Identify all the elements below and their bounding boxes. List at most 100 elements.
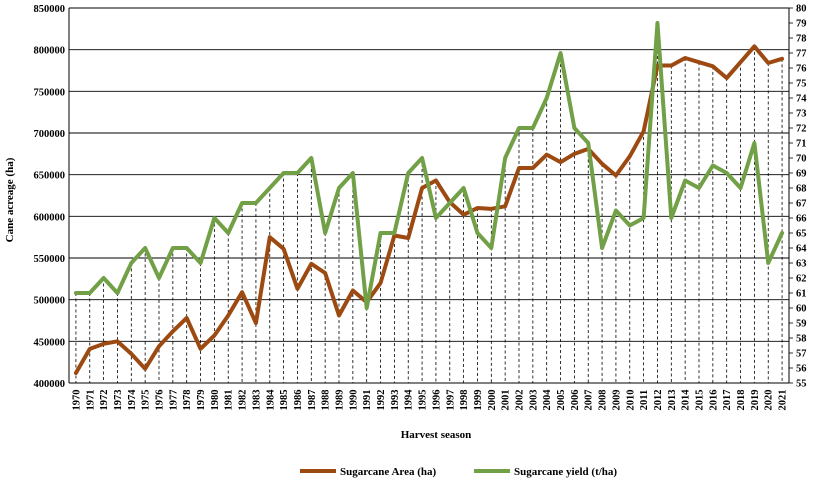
x-tick-label: 2002 — [515, 390, 526, 411]
x-tick-label: 1999 — [473, 390, 484, 411]
y2-tick-label: 68 — [796, 184, 807, 195]
x-tick-label: 2019 — [750, 390, 761, 411]
legend: Sugarcane Area (ha) Sugarcane yield (t/h… — [300, 466, 617, 478]
y2-tick-label: 56 — [796, 364, 807, 375]
y2-tick-label: 63 — [796, 259, 807, 270]
x-tick-label: 1986 — [293, 390, 304, 411]
y2-tick-label: 62 — [796, 274, 807, 285]
x-tick-label: 1972 — [99, 390, 110, 411]
y-tick-label: 400000 — [34, 379, 66, 390]
drop-lines — [75, 23, 783, 383]
x-axis-title: Harvest season — [401, 429, 472, 441]
series-line-yield — [73, 21, 785, 310]
y2-tick-label: 65 — [796, 229, 807, 240]
x-tick-label: 1974 — [127, 389, 138, 411]
x-tick-label: 2015 — [695, 390, 706, 411]
x-tick-label: 2014 — [681, 389, 692, 411]
x-tick-label: 1996 — [431, 390, 442, 411]
x-tick-label: 1983 — [251, 390, 262, 411]
y2-tick-label: 71 — [796, 139, 807, 150]
x-tick-label: 2020 — [764, 390, 775, 411]
x-axis-ticks: 1970 1971 1972 1973 1974 1975 1976 1977 1978 1979… — [71, 389, 788, 411]
y-tick-label: 750000 — [34, 87, 66, 98]
x-tick-label: 1997 — [445, 390, 456, 411]
x-tick-label: 1973 — [113, 390, 124, 411]
series-lines — [73, 21, 785, 375]
y-tick-label: 450000 — [34, 337, 66, 348]
gridlines — [69, 7, 789, 384]
y-tick-label: 500000 — [34, 296, 66, 307]
y2-tick-label: 55 — [796, 379, 807, 390]
x-tick-label: 1975 — [141, 390, 152, 411]
x-tick-label: 2005 — [556, 390, 567, 411]
y2-tick-label: 67 — [796, 199, 807, 210]
x-tick-label: 1992 — [376, 390, 387, 411]
x-tick-label: 2012 — [653, 390, 664, 411]
y2-tick-label: 64 — [796, 244, 807, 255]
y2-tick-label: 77 — [796, 49, 807, 60]
y2-tick-label: 79 — [796, 19, 807, 30]
y-axis-ticks: 400000 450000 500000 550000 600000 650000 7000… — [34, 4, 66, 390]
legend-label-area: Sugarcane Area (ha) — [340, 466, 436, 478]
x-tick-label: 2003 — [528, 390, 539, 411]
y2-tick-label: 80 — [796, 4, 807, 15]
x-tick-label: 1990 — [348, 390, 359, 411]
y2-tick-label: 70 — [796, 154, 807, 165]
x-tick-label: 2017 — [722, 390, 733, 411]
x-tick-label: 1970 — [71, 390, 82, 411]
x-tick-label: 1979 — [196, 390, 207, 411]
y2-tick-label: 74 — [796, 94, 807, 105]
y2-axis-ticks: 55 56 57 58 59 60 61 62 63 64 65 66 67 68 69 70 71 72 73 74… — [796, 4, 807, 390]
y2-tick-label: 66 — [796, 214, 807, 225]
y-axis-title: Cane acreage (ha) — [4, 157, 16, 242]
x-tick-label: 1978 — [182, 390, 193, 411]
x-tick-label: 1994 — [404, 389, 415, 411]
y-tick-label: 650000 — [34, 171, 66, 182]
x-tick-label: 2004 — [542, 389, 553, 411]
y-tick-label: 550000 — [34, 254, 66, 265]
x-tick-label: 1988 — [321, 390, 332, 411]
x-tick-label: 2021 — [778, 390, 789, 411]
y2-tick-label: 58 — [796, 334, 807, 345]
x-tick-label: 1980 — [210, 390, 221, 411]
x-tick-label: 1991 — [362, 390, 373, 411]
x-tick-label: 2016 — [708, 390, 719, 411]
x-tick-label: 1982 — [238, 390, 249, 411]
x-tick-label: 1981 — [224, 390, 235, 411]
x-tick-label: 2010 — [625, 390, 636, 411]
x-tick-label: 1993 — [390, 390, 401, 411]
y2-tick-label: 59 — [796, 319, 807, 330]
y2-tick-label: 57 — [796, 349, 807, 360]
x-tick-label: 2009 — [611, 390, 622, 411]
x-tick-label: 1977 — [168, 390, 179, 411]
y-tick-label: 850000 — [34, 4, 66, 15]
y2-tick-label: 73 — [796, 109, 807, 120]
x-tick-label: 2001 — [501, 389, 512, 410]
y2-tick-label: 61 — [796, 289, 807, 300]
x-tick-label: 1985 — [279, 390, 290, 411]
x-tick-label: 1995 — [418, 390, 429, 411]
x-tick-label: 2007 — [584, 390, 595, 411]
y-tick-label: 600000 — [34, 212, 66, 223]
y2-tick-label: 76 — [796, 64, 807, 75]
y2-tick-label: 75 — [796, 79, 807, 90]
y2-tick-label: 72 — [796, 124, 807, 135]
x-tick-label: 1971 — [85, 390, 96, 411]
x-tick-label: 1984 — [265, 389, 276, 411]
y2-tick-label: 60 — [796, 304, 807, 315]
x-tick-label: 2018 — [736, 390, 747, 411]
x-tick-label: 2008 — [598, 390, 609, 411]
y-tick-label: 800000 — [34, 46, 66, 57]
legend-label-yield: Sugarcane yield (t/ha) — [514, 466, 617, 478]
x-tick-label: 2000 — [487, 390, 498, 411]
x-tick-label: 1976 — [155, 390, 166, 411]
axes — [68, 7, 793, 384]
x-tick-label: 2006 — [570, 390, 581, 411]
x-tick-label: 2013 — [667, 390, 678, 411]
x-tick-label: 1989 — [335, 390, 346, 411]
x-tick-label: 1987 — [307, 390, 318, 411]
y2-tick-label: 69 — [796, 169, 807, 180]
x-tick-label: 2011 — [639, 390, 650, 410]
y-tick-label: 700000 — [34, 129, 66, 140]
